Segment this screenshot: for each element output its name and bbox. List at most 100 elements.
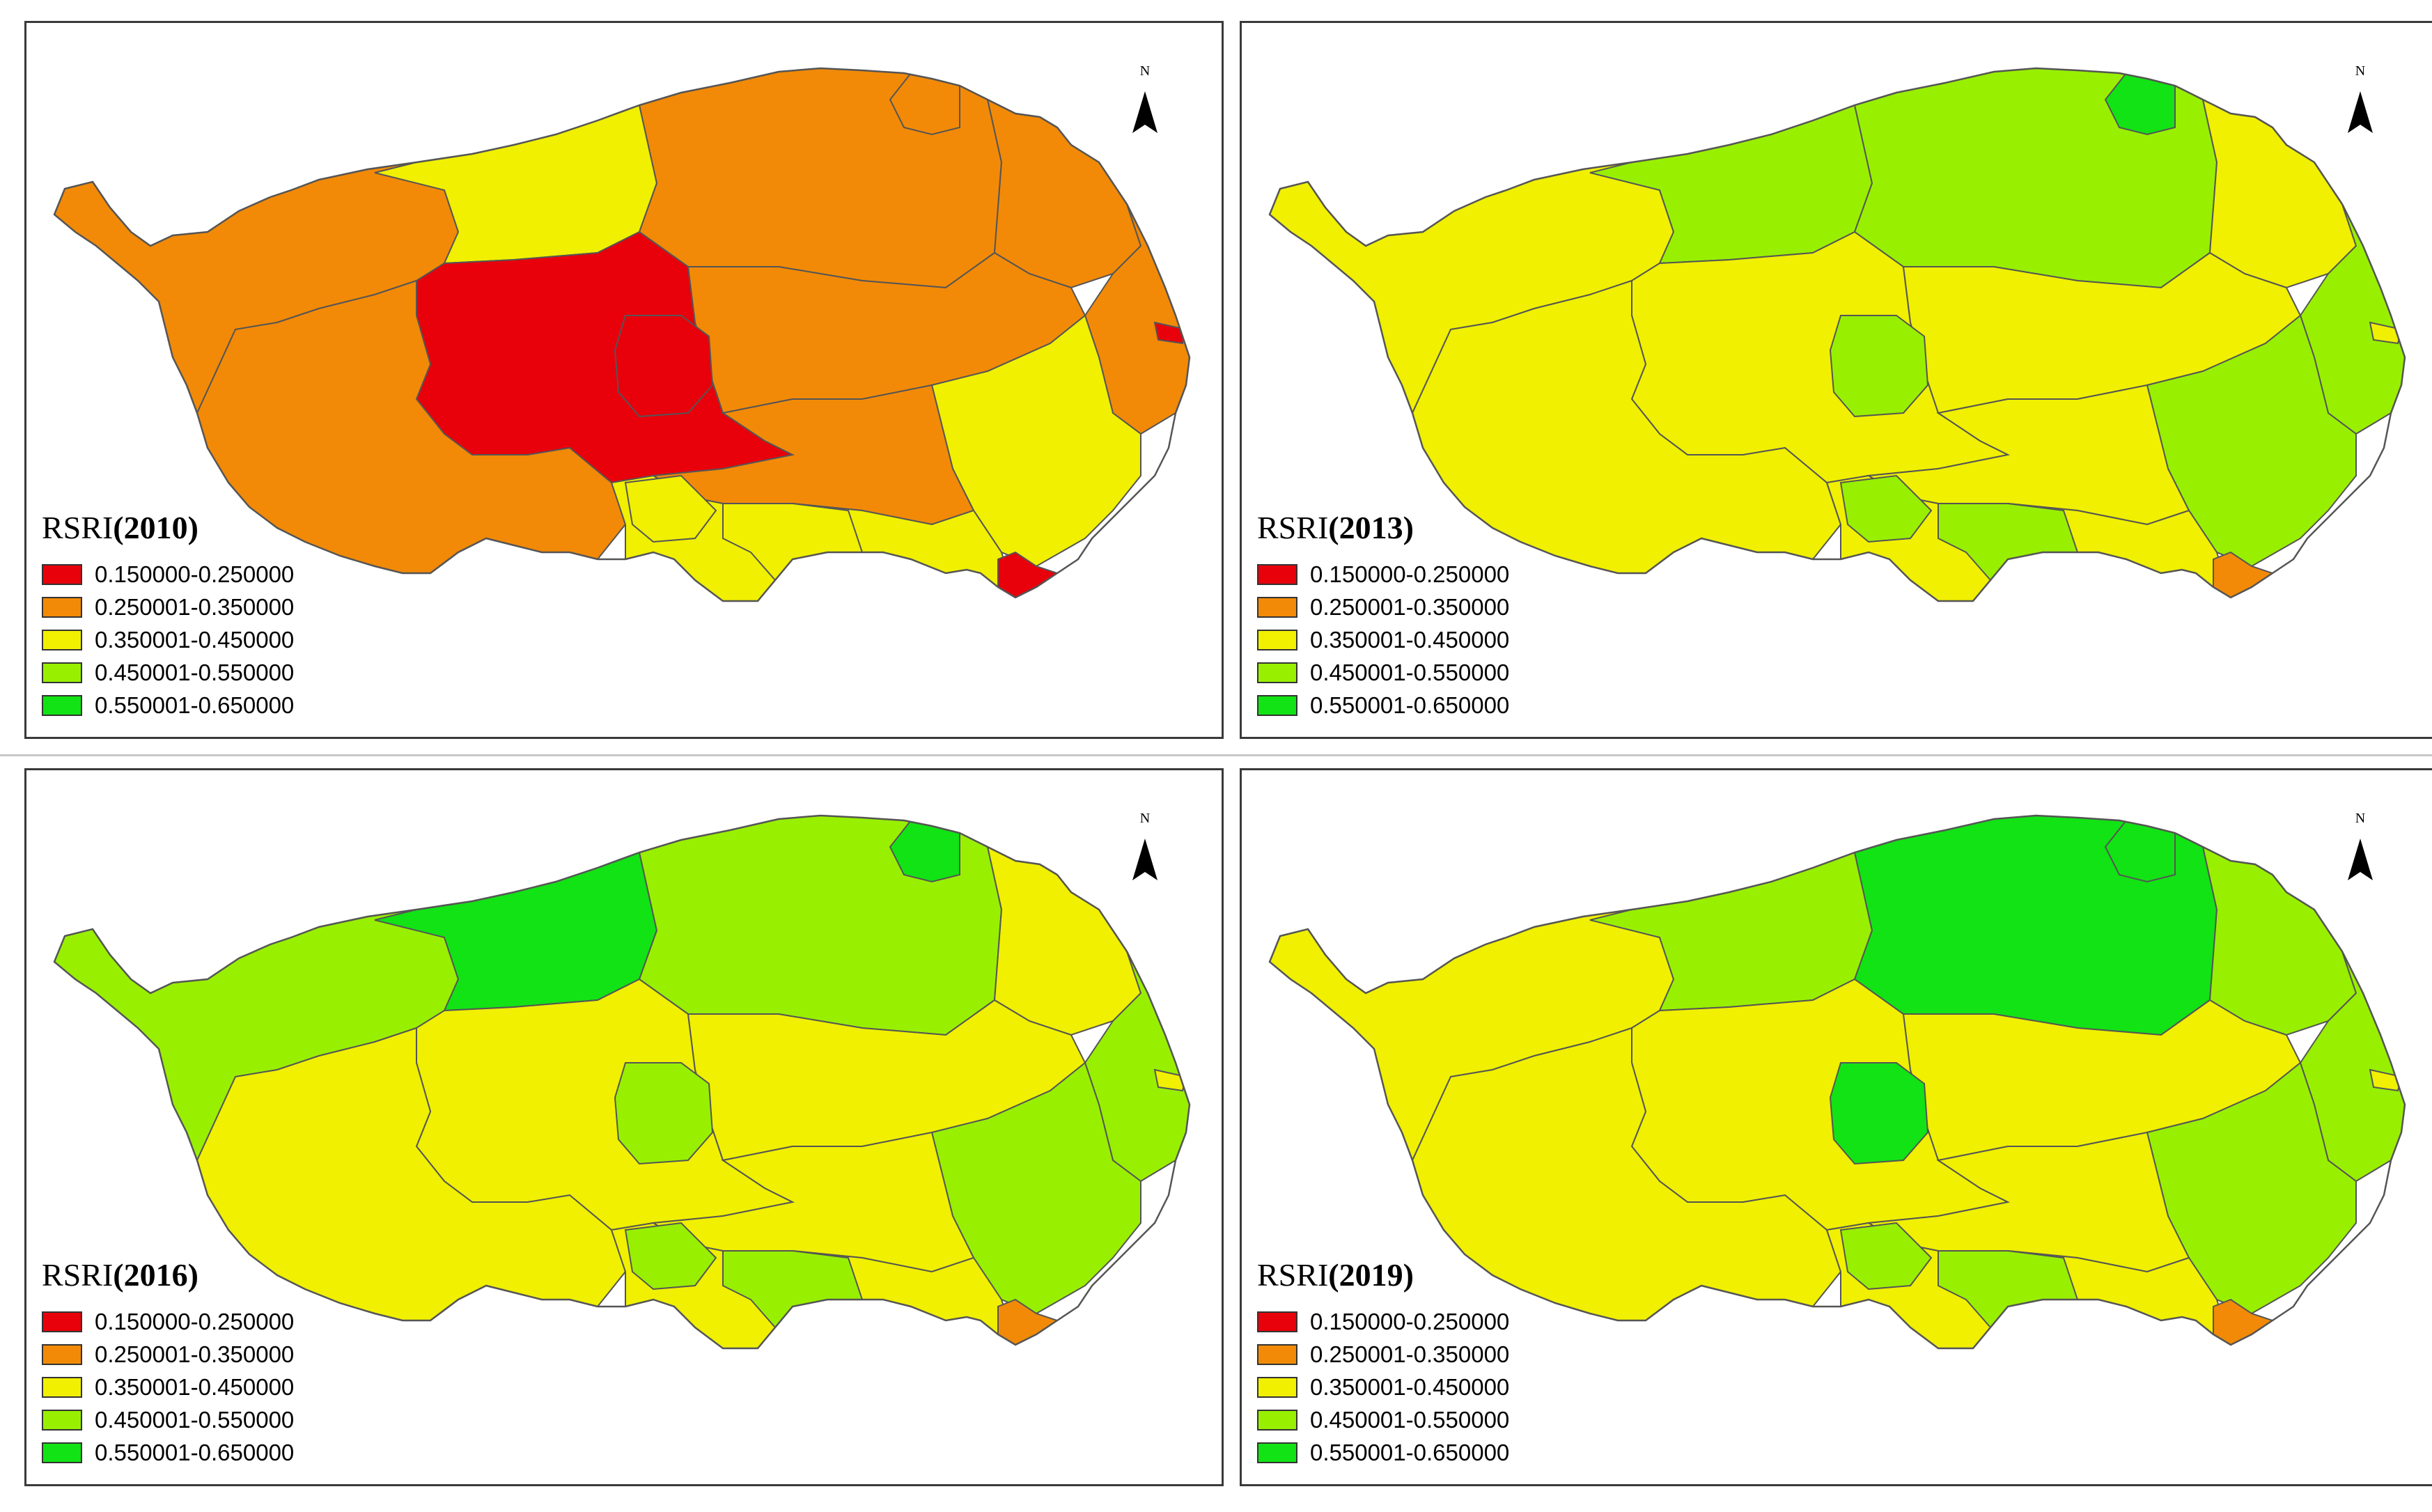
legend-swatch	[42, 563, 82, 585]
legend-label: 0.350001-0.450000	[95, 1373, 295, 1400]
panel-separator	[0, 754, 2432, 756]
legend-label: 0.150000-0.250000	[1310, 1308, 1510, 1334]
north-label: N	[1139, 811, 1151, 826]
legend-title-year: (2019)	[1328, 1257, 1414, 1293]
study-area-outline	[1268, 67, 2406, 602]
north-arrow-icon	[2348, 839, 2373, 880]
north-arrow: N	[1124, 63, 1166, 140]
map-panel-2010: N RSRI(2010) 0.150000-0.250000 0.250001-0.3…	[24, 21, 1224, 739]
study-area-outline	[53, 814, 1191, 1350]
map-panel-2019: N RSRI(2019) 0.150000-0.250000 0.250001-0.3…	[1240, 768, 2432, 1486]
legend-item: 0.350001-0.450000	[42, 623, 294, 656]
legend-item: 0.450001-0.550000	[42, 1403, 294, 1436]
region-map	[53, 67, 1191, 602]
region-ne-cluster	[2201, 845, 2357, 1036]
legend-item: 0.450001-0.550000	[42, 656, 294, 689]
legend: RSRI(2010) 0.150000-0.250000 0.250001-0.35…	[42, 509, 294, 722]
legend-swatch	[42, 629, 82, 650]
legend-title-index: RSRI	[42, 1257, 114, 1293]
region-center-lake	[1829, 315, 1929, 418]
legend-swatch	[1257, 1343, 1297, 1365]
legend-label: 0.350001-0.450000	[1310, 626, 1510, 653]
north-arrow-icon	[1132, 91, 1157, 133]
legend-title: RSRI(2016)	[42, 1256, 294, 1294]
legend-item: 0.550001-0.650000	[42, 689, 294, 722]
north-arrow: N	[1124, 811, 1166, 887]
north-label: N	[1139, 63, 1151, 79]
legend-item: 0.450001-0.550000	[1257, 1403, 1509, 1436]
legend: RSRI(2019) 0.150000-0.250000 0.250001-0.35…	[1257, 1256, 1509, 1469]
legend-swatch	[1257, 563, 1297, 585]
legend-item: 0.550001-0.650000	[1257, 1436, 1509, 1469]
legend-title: RSRI(2013)	[1257, 509, 1509, 547]
region-e-dot	[1153, 1068, 1187, 1092]
region-center-lake	[614, 315, 714, 418]
legend-label: 0.450001-0.550000	[95, 659, 295, 685]
legend-label: 0.550001-0.650000	[1310, 692, 1510, 718]
legend-swatch	[1257, 1409, 1297, 1431]
legend-label: 0.550001-0.650000	[95, 692, 295, 718]
region-sw-patch	[624, 1222, 717, 1291]
legend-item: 0.250001-0.350000	[42, 1338, 294, 1371]
legend-swatch	[1257, 1376, 1297, 1398]
legend-item: 0.150000-0.250000	[1257, 558, 1509, 591]
region-center-lake	[1829, 1062, 1929, 1165]
legend-swatch	[42, 1409, 82, 1431]
region-e-dot	[1153, 321, 1187, 345]
legend-label: 0.250001-0.350000	[95, 1341, 295, 1367]
region-ne-cluster	[986, 845, 1142, 1036]
legend-item: 0.350001-0.450000	[1257, 623, 1509, 656]
legend-title-year: (2016)	[113, 1257, 198, 1293]
legend-title-index: RSRI	[1257, 1257, 1329, 1293]
legend-label: 0.550001-0.650000	[95, 1439, 295, 1465]
legend-swatch	[42, 596, 82, 618]
legend-swatch	[1257, 596, 1297, 618]
study-area-outline	[1268, 814, 2406, 1350]
legend: RSRI(2016) 0.150000-0.250000 0.250001-0.35…	[42, 1256, 294, 1469]
legend: RSRI(2013) 0.150000-0.250000 0.250001-0.35…	[1257, 509, 1509, 722]
legend-title: RSRI(2019)	[1257, 1256, 1509, 1294]
legend-item: 0.350001-0.450000	[1257, 1371, 1509, 1403]
legend-title-index: RSRI	[42, 510, 114, 545]
region-map	[1268, 814, 2406, 1350]
legend-label: 0.450001-0.550000	[95, 1406, 295, 1433]
legend-swatch	[42, 1343, 82, 1365]
legend-swatch	[1257, 694, 1297, 716]
legend-item: 0.250001-0.350000	[1257, 1338, 1509, 1371]
legend-swatch	[1257, 1442, 1297, 1463]
legend-swatch	[1257, 629, 1297, 650]
legend-label: 0.250001-0.350000	[1310, 1341, 1510, 1367]
legend-swatch	[42, 662, 82, 683]
region-center-lake	[614, 1062, 714, 1165]
north-label: N	[2355, 811, 2366, 826]
north-arrow: N	[2339, 811, 2381, 887]
legend-label: 0.550001-0.650000	[1310, 1439, 1510, 1465]
north-arrow: N	[2339, 63, 2381, 140]
region-ne-cluster	[986, 98, 1142, 289]
legend-label: 0.450001-0.550000	[1310, 659, 1510, 685]
legend-label: 0.150000-0.250000	[95, 561, 295, 587]
legend-title-index: RSRI	[1257, 510, 1329, 545]
study-area-outline	[53, 67, 1191, 602]
region-map	[53, 814, 1191, 1350]
legend-label: 0.250001-0.350000	[95, 593, 295, 620]
legend-label: 0.350001-0.450000	[1310, 1373, 1510, 1400]
legend-title-year: (2010)	[113, 510, 198, 545]
map-panel-2016: N RSRI(2016) 0.150000-0.250000 0.250001-0.3…	[24, 768, 1224, 1486]
legend-swatch	[42, 1311, 82, 1332]
legend-item: 0.250001-0.350000	[42, 591, 294, 623]
legend-item: 0.250001-0.350000	[1257, 591, 1509, 623]
region-e-dot	[2369, 1068, 2403, 1092]
legend-swatch	[42, 694, 82, 716]
legend-swatch	[42, 1442, 82, 1463]
legend-title: RSRI(2010)	[42, 509, 294, 547]
legend-title-year: (2013)	[1328, 510, 1414, 545]
region-map	[1268, 67, 2406, 602]
region-e-dot	[2369, 321, 2403, 345]
region-sw-patch	[624, 474, 717, 543]
region-ne-cluster	[2201, 98, 2357, 289]
legend-item: 0.450001-0.550000	[1257, 656, 1509, 689]
region-sw-patch	[1839, 1222, 1933, 1291]
legend-item: 0.550001-0.650000	[1257, 689, 1509, 722]
legend-label: 0.350001-0.450000	[95, 626, 295, 653]
